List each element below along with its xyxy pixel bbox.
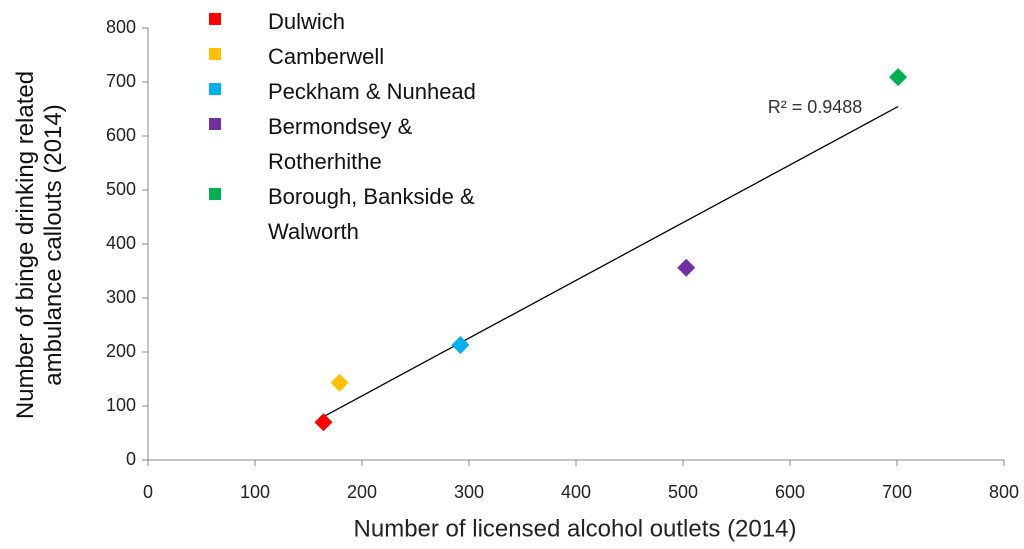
r-squared-label: R² = 0.9488 [768, 97, 863, 117]
y-tick-label: 800 [106, 17, 136, 37]
legend-swatch [209, 118, 221, 130]
legend-item: Dulwich [205, 4, 495, 39]
legend-swatch [209, 188, 221, 200]
y-tick-label: 500 [106, 179, 136, 199]
point [451, 335, 470, 354]
x-tick-label: 500 [668, 482, 698, 502]
x-tick-label: 400 [561, 482, 591, 502]
point [330, 373, 349, 392]
y-tick-label: 300 [106, 287, 136, 307]
legend-item: Borough, Bankside & Walworth [205, 179, 495, 249]
x-tick-label: 700 [882, 482, 912, 502]
y-tick-label: 0 [126, 449, 136, 469]
legend-label: Bermondsey & Rotherhithe [268, 114, 413, 174]
legend-item: Camberwell [205, 39, 495, 74]
y-tick-label: 100 [106, 395, 136, 415]
x-tick-label: 100 [240, 482, 270, 502]
trendline [323, 105, 899, 418]
legend: Dulwich Camberwell Peckham & Nunhead Bermon… [205, 4, 495, 249]
legend-swatch [209, 48, 221, 60]
x-tick-label: 800 [989, 482, 1019, 502]
point [314, 413, 333, 432]
point [677, 258, 696, 277]
x-axis-title: Number of licensed alcohol outlets (2014… [354, 515, 797, 542]
legend-swatch [209, 13, 221, 25]
point [889, 68, 908, 87]
legend-label: Dulwich [268, 9, 346, 34]
y-tick-label: 600 [106, 125, 136, 145]
legend-label: Peckham & Nunhead [268, 79, 476, 104]
y-tick-label: 200 [106, 341, 136, 361]
y-axis-title: Number of binge drinking related ambulan… [12, 70, 67, 420]
legend-swatch [209, 83, 221, 95]
x-tick-label: 200 [347, 482, 377, 502]
x-tick-label: 0 [143, 482, 153, 502]
y-tick-label: 700 [106, 71, 136, 91]
legend-item: Peckham & Nunhead [205, 74, 495, 109]
legend-label: Borough, Bankside & Walworth [268, 184, 475, 244]
x-tick-label: 600 [775, 482, 805, 502]
legend-label: Camberwell [268, 44, 385, 69]
x-tick-label: 300 [454, 482, 484, 502]
legend-item: Bermondsey & Rotherhithe [205, 109, 495, 179]
y-tick-label: 400 [106, 233, 136, 253]
